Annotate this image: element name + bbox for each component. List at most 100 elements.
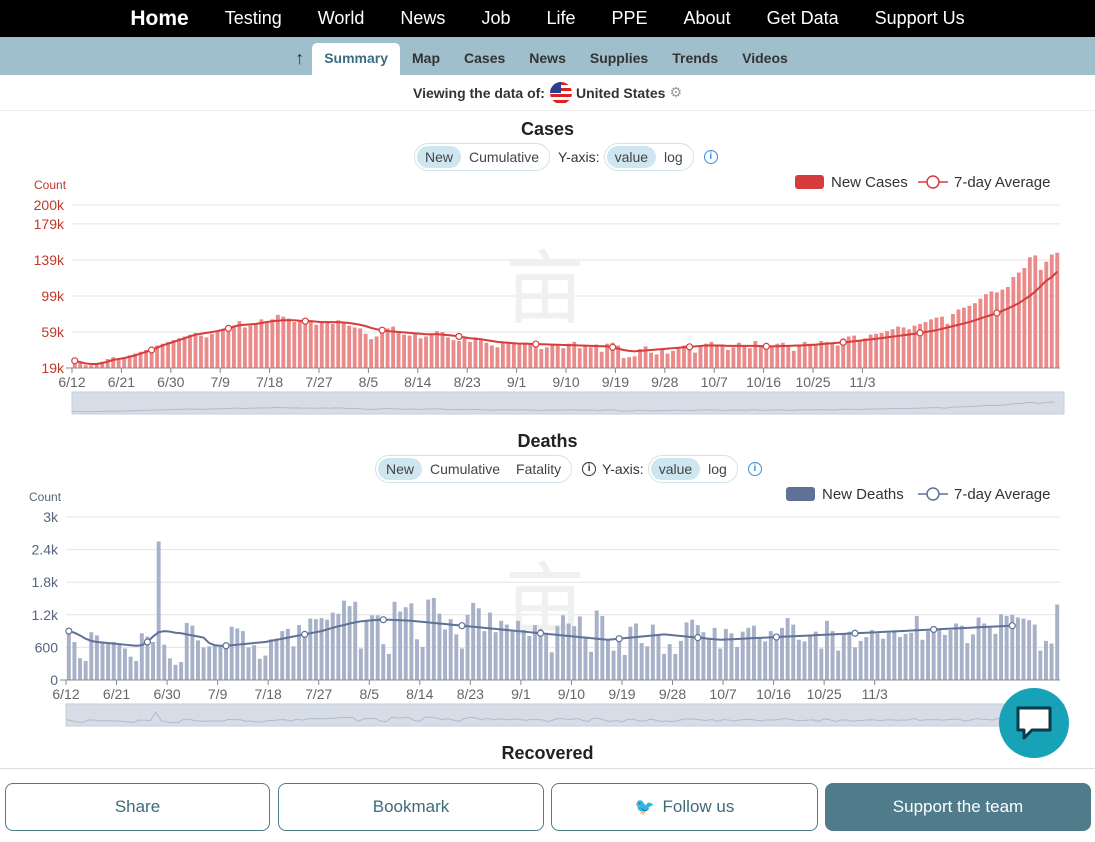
bar bbox=[364, 620, 369, 680]
bar bbox=[473, 337, 478, 368]
bar bbox=[709, 341, 714, 368]
tab-videos[interactable]: Videos bbox=[742, 50, 788, 66]
deaths-scale-log[interactable]: log bbox=[708, 461, 727, 477]
bar bbox=[589, 651, 594, 680]
bar bbox=[402, 334, 406, 368]
info-icon[interactable]: i bbox=[747, 462, 762, 476]
bar bbox=[358, 328, 363, 368]
tab-map[interactable]: Map bbox=[412, 50, 441, 66]
cases-mode-cumulative[interactable]: Cumulative bbox=[469, 149, 540, 165]
bar bbox=[330, 612, 335, 680]
bar bbox=[156, 541, 161, 680]
bar bbox=[145, 636, 150, 680]
bar bbox=[347, 606, 352, 680]
nav-about[interactable]: About bbox=[683, 8, 731, 28]
bar bbox=[628, 626, 633, 680]
bar bbox=[253, 322, 258, 368]
nav-news[interactable]: News bbox=[400, 8, 446, 28]
deaths-mode-new[interactable]: New bbox=[378, 458, 423, 480]
nav-get-data[interactable]: Get Data bbox=[766, 8, 839, 28]
x-tick-label: 7/27 bbox=[305, 374, 332, 390]
bar bbox=[160, 343, 165, 368]
bar bbox=[226, 328, 231, 368]
bar bbox=[252, 645, 257, 680]
nav-life[interactable]: Life bbox=[546, 8, 576, 28]
bar bbox=[89, 632, 94, 680]
bar bbox=[858, 640, 863, 680]
bar bbox=[715, 344, 719, 368]
tab-supplies[interactable]: Supplies bbox=[589, 50, 649, 66]
bar bbox=[237, 321, 242, 368]
info-icon[interactable]: i bbox=[703, 150, 718, 164]
bar bbox=[426, 599, 431, 680]
x-tick-label: 9/1 bbox=[511, 686, 531, 702]
nav-ppe[interactable]: PPE bbox=[611, 8, 648, 28]
bar bbox=[610, 342, 615, 368]
bar bbox=[868, 334, 873, 368]
nav-testing[interactable]: Testing bbox=[224, 8, 282, 28]
bar bbox=[830, 343, 835, 368]
bar bbox=[488, 612, 492, 680]
bar bbox=[886, 632, 891, 680]
gear-icon[interactable]: ⚙ bbox=[669, 84, 682, 100]
bar bbox=[319, 618, 324, 680]
bar bbox=[462, 338, 467, 368]
bar bbox=[451, 340, 456, 368]
deaths-mode-cumulative[interactable]: Cumulative bbox=[430, 461, 501, 477]
bar bbox=[459, 648, 464, 680]
recovered-title: Recovered bbox=[501, 743, 594, 763]
cases-scale-log[interactable]: log bbox=[664, 149, 683, 165]
cases-chart: Count 19k 59k 99k 139k 179k 200k 亩 6/12 6/21 6/30 7… bbox=[34, 175, 1065, 415]
up-arrow-icon[interactable]: ↑ bbox=[295, 48, 305, 68]
x-tick-label: 9/10 bbox=[552, 374, 579, 390]
nav-job[interactable]: Job bbox=[481, 8, 511, 28]
tab-trends[interactable]: Trends bbox=[672, 50, 719, 66]
x-tick-label: 10/7 bbox=[701, 374, 728, 390]
bar bbox=[594, 344, 599, 368]
cases-scale-value[interactable]: value bbox=[606, 146, 657, 168]
bar bbox=[269, 639, 273, 680]
nav-world[interactable]: World bbox=[317, 8, 365, 28]
deaths-mode-fatality[interactable]: Fatality bbox=[516, 461, 562, 477]
bar bbox=[407, 335, 412, 368]
bar bbox=[970, 634, 975, 680]
bar bbox=[415, 639, 419, 680]
tab-cases[interactable]: Cases bbox=[464, 50, 506, 66]
bar bbox=[605, 343, 610, 368]
country-name[interactable]: United States bbox=[575, 84, 666, 101]
cases-mode-new[interactable]: New bbox=[417, 146, 462, 168]
bar bbox=[431, 597, 436, 680]
bar bbox=[94, 363, 99, 368]
bar bbox=[476, 608, 481, 680]
bottom-action-bar: Share Bookmark 🐦 Follow us Support the t… bbox=[0, 768, 1095, 842]
bar bbox=[532, 625, 537, 680]
chat-button[interactable] bbox=[999, 688, 1069, 758]
deaths-scale-value[interactable]: value bbox=[650, 458, 701, 480]
bar bbox=[270, 319, 275, 368]
tab-news[interactable]: News bbox=[529, 50, 566, 66]
bar bbox=[780, 627, 784, 680]
tab-summary[interactable]: Summary bbox=[312, 43, 401, 75]
support-team-button[interactable]: Support the team bbox=[825, 783, 1091, 831]
bar bbox=[188, 334, 192, 368]
bar bbox=[937, 628, 942, 680]
bookmark-button[interactable]: Bookmark bbox=[278, 783, 544, 831]
bar bbox=[418, 338, 423, 368]
x-tick-label: 8/23 bbox=[454, 374, 481, 390]
bar bbox=[775, 343, 780, 368]
bar bbox=[517, 344, 522, 368]
nav-support-us[interactable]: Support Us bbox=[874, 8, 965, 28]
bar bbox=[978, 298, 983, 368]
nav-home[interactable]: Home bbox=[130, 6, 189, 30]
follow-us-button[interactable]: 🐦 Follow us bbox=[551, 783, 818, 831]
bar bbox=[264, 321, 269, 368]
average-point bbox=[65, 627, 73, 635]
bar bbox=[171, 340, 176, 368]
bar bbox=[973, 303, 977, 368]
bar bbox=[330, 323, 335, 368]
fatality-info-icon[interactable]: i bbox=[582, 462, 597, 476]
bar bbox=[292, 322, 297, 368]
bar bbox=[325, 321, 330, 368]
bar bbox=[841, 634, 846, 680]
share-button[interactable]: Share bbox=[5, 783, 270, 831]
